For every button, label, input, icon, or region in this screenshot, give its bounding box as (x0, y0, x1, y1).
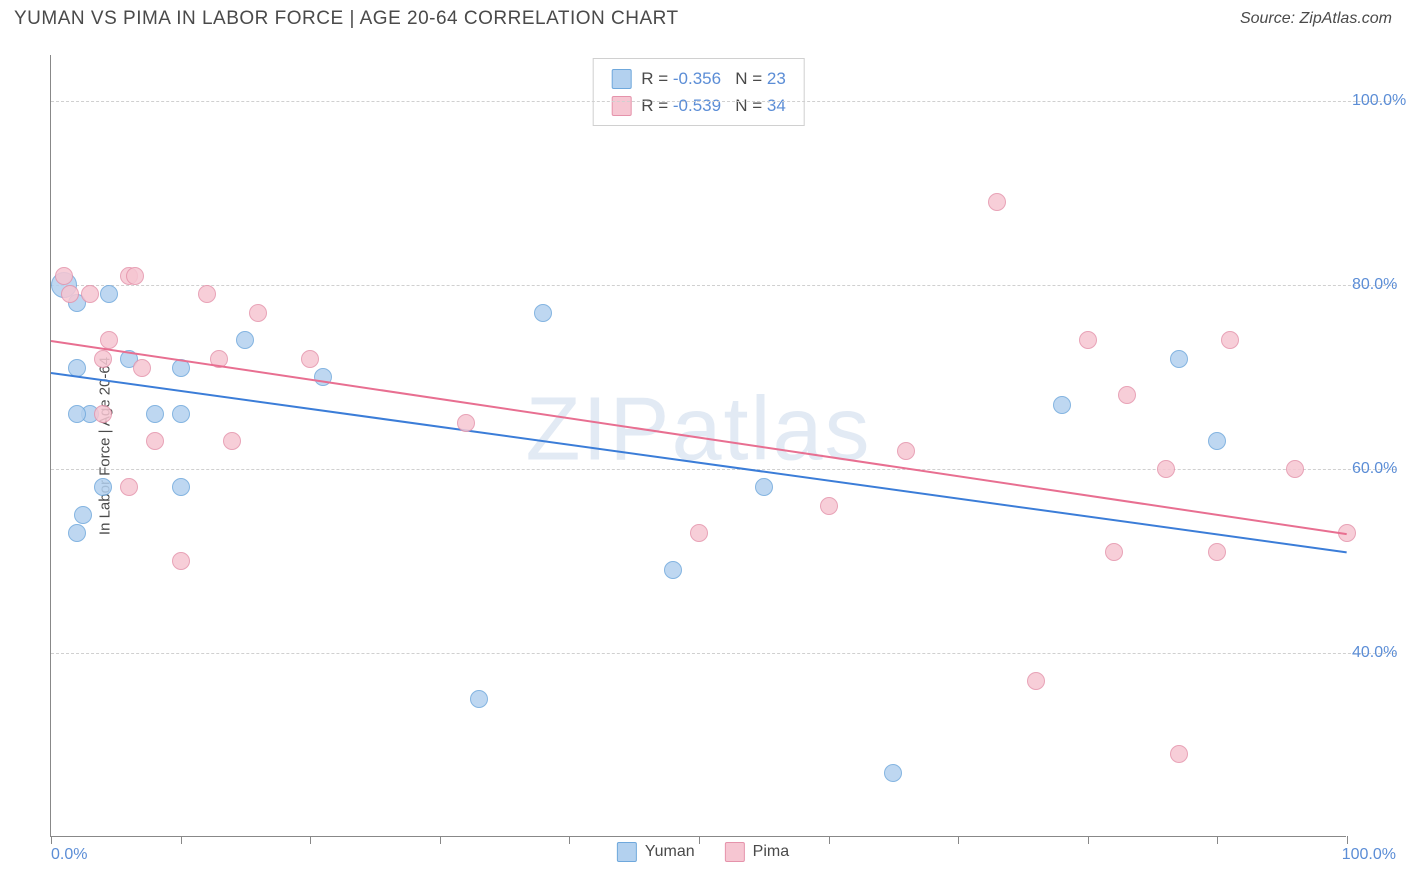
data-point (126, 267, 144, 285)
correlation-legend: R = -0.356 N = 23R = -0.539 N = 34 (592, 58, 805, 126)
data-point (68, 405, 86, 423)
chart-plot-area: ZIPatlas R = -0.356 N = 23R = -0.539 N =… (50, 55, 1346, 837)
chart-header: YUMAN VS PIMA IN LABOR FORCE | AGE 20-64… (0, 0, 1406, 38)
data-point (100, 331, 118, 349)
chart-source: Source: ZipAtlas.com (1240, 10, 1392, 28)
data-point (988, 193, 1006, 211)
chart-title: YUMAN VS PIMA IN LABOR FORCE | AGE 20-64… (14, 8, 679, 30)
legend-item: Yuman (617, 842, 695, 862)
data-point (55, 267, 73, 285)
legend-swatch-icon (725, 842, 745, 862)
grid-line (51, 653, 1396, 654)
legend-item: Pima (725, 842, 789, 862)
x-axis-tick (1088, 836, 1089, 844)
data-point (755, 478, 773, 496)
data-point (236, 331, 254, 349)
data-point (1170, 350, 1188, 368)
watermark-text: ZIPatlas (525, 378, 871, 481)
data-point (1157, 460, 1175, 478)
data-point (94, 405, 112, 423)
x-axis-tick (51, 836, 52, 844)
series-legend: Yuman Pima (617, 842, 789, 862)
data-point (664, 561, 682, 579)
x-axis-tick (440, 836, 441, 844)
data-point (470, 690, 488, 708)
data-point (897, 442, 915, 460)
x-axis-tick (829, 836, 830, 844)
legend-swatch-icon (617, 842, 637, 862)
data-point (74, 506, 92, 524)
data-point (223, 432, 241, 450)
grid-line (51, 101, 1396, 102)
data-point (81, 285, 99, 303)
data-point (61, 285, 79, 303)
legend-stats: R = -0.356 N = 23 (641, 65, 786, 92)
data-point (1105, 543, 1123, 561)
y-axis-tick-label: 80.0% (1346, 276, 1402, 294)
data-point (146, 405, 164, 423)
data-point (1221, 331, 1239, 349)
data-point (301, 350, 319, 368)
data-point (146, 432, 164, 450)
legend-row: R = -0.539 N = 34 (611, 92, 786, 119)
data-point (1027, 672, 1045, 690)
x-axis-tick (310, 836, 311, 844)
legend-row: R = -0.356 N = 23 (611, 65, 786, 92)
data-point (1170, 745, 1188, 763)
legend-swatch-icon (611, 96, 631, 116)
grid-line (51, 469, 1396, 470)
data-point (690, 524, 708, 542)
x-axis-tick (958, 836, 959, 844)
data-point (172, 405, 190, 423)
data-point (1079, 331, 1097, 349)
x-axis-tick (181, 836, 182, 844)
data-point (534, 304, 552, 322)
data-point (457, 414, 475, 432)
data-point (820, 497, 838, 515)
data-point (884, 764, 902, 782)
data-point (249, 304, 267, 322)
legend-swatch-icon (611, 69, 631, 89)
data-point (1053, 396, 1071, 414)
x-axis-tick (1217, 836, 1218, 844)
legend-label: Yuman (645, 843, 695, 861)
data-point (1286, 460, 1304, 478)
data-point (1118, 386, 1136, 404)
legend-stats: R = -0.539 N = 34 (641, 92, 786, 119)
y-axis-tick-label: 60.0% (1346, 460, 1402, 478)
y-axis-tick-label: 40.0% (1346, 644, 1402, 662)
x-axis-max-label: 100.0% (1342, 846, 1396, 864)
trend-line (51, 340, 1347, 535)
legend-label: Pima (753, 843, 789, 861)
data-point (172, 552, 190, 570)
data-point (198, 285, 216, 303)
data-point (68, 524, 86, 542)
data-point (1208, 543, 1226, 561)
grid-line (51, 285, 1396, 286)
data-point (100, 285, 118, 303)
x-axis-tick (1347, 836, 1348, 844)
data-point (94, 478, 112, 496)
data-point (133, 359, 151, 377)
data-point (1208, 432, 1226, 450)
data-point (94, 350, 112, 368)
x-axis-tick (569, 836, 570, 844)
data-point (172, 478, 190, 496)
data-point (120, 478, 138, 496)
y-axis-tick-label: 100.0% (1346, 92, 1402, 110)
x-axis-min-label: 0.0% (51, 846, 87, 864)
